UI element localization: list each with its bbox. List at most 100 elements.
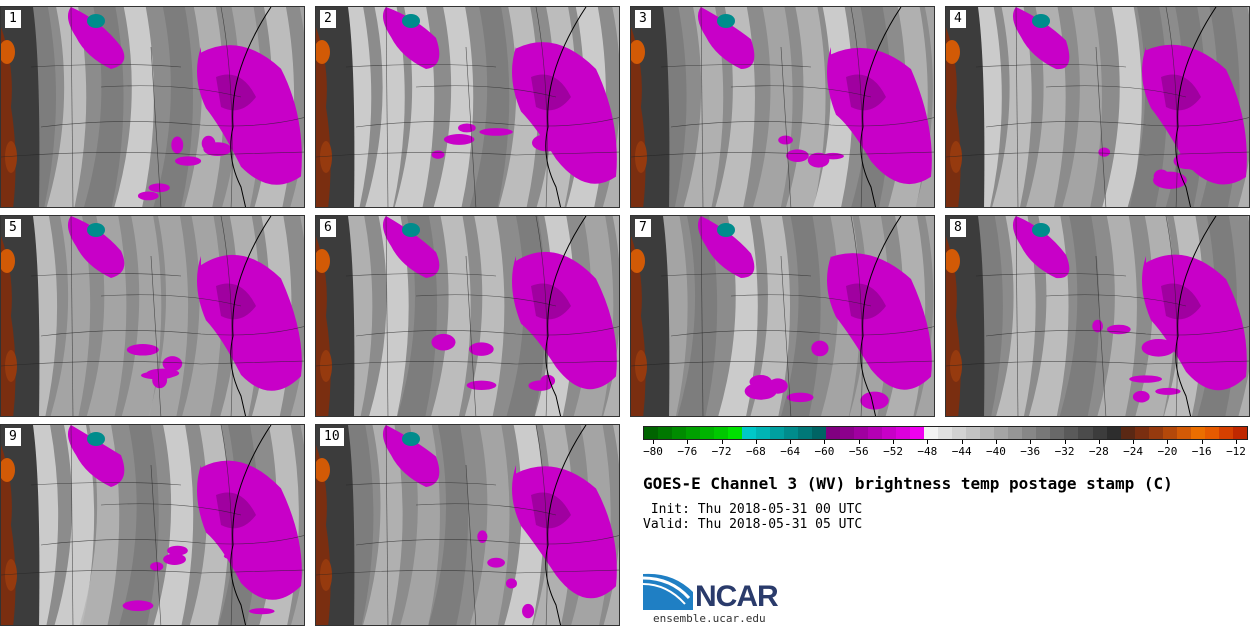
- member-number-label: 1: [5, 10, 21, 28]
- postage-stamp-panel-2: 2: [315, 6, 620, 208]
- colorbar-tick: [790, 440, 792, 444]
- colorbar-segment: [1232, 427, 1247, 439]
- colorbar-segment: [770, 427, 785, 439]
- colorbar-segment: [672, 427, 687, 439]
- water-vapor-map-image: [1, 425, 304, 625]
- water-vapor-map-image: [631, 216, 934, 416]
- colorbar-segment: [1134, 427, 1149, 439]
- postage-stamp-panel-6: 6: [315, 215, 620, 417]
- colorbar-tick: [824, 440, 826, 444]
- colorbar-segment: [924, 427, 939, 439]
- init-time-label: Init: Thu 2018-05-31 00 UTC: [643, 502, 863, 517]
- colorbar-segment: [728, 427, 743, 439]
- colorbar-segment: [882, 427, 897, 439]
- colorbar-segment: [868, 427, 883, 439]
- colorbar-segment: [826, 427, 841, 439]
- member-number-label: 7: [635, 219, 651, 237]
- colorbar-segment: [812, 427, 827, 439]
- colorbar-segment: [1008, 427, 1023, 439]
- colorbar-segment: [854, 427, 869, 439]
- colorbar-segment: [784, 427, 799, 439]
- colorbar-tick-label: −48: [917, 445, 938, 458]
- colorbar-segment: [700, 427, 715, 439]
- colorbar-tick-label: −36: [1020, 445, 1041, 458]
- colorbar-segment: [1176, 427, 1191, 439]
- colorbar-tick-label: −68: [745, 445, 766, 458]
- water-vapor-map-image: [316, 216, 619, 416]
- colorbar-tick: [721, 440, 723, 444]
- postage-stamp-panel-3: 3: [630, 6, 935, 208]
- colorbar-segment: [1190, 427, 1205, 439]
- colorbar-segment: [952, 427, 967, 439]
- member-number-label: 6: [320, 219, 336, 237]
- colorbar-tick: [1133, 440, 1135, 444]
- colorbar-segment: [1036, 427, 1051, 439]
- colorbar-segment: [910, 427, 925, 439]
- colorbar-tick: [653, 440, 654, 444]
- colorbar-segment: [840, 427, 855, 439]
- postage-stamp-panel-10: 10: [315, 424, 620, 626]
- member-number-label: 2: [320, 10, 336, 28]
- colorbar-tick: [995, 440, 997, 444]
- postage-stamp-panel-1: 1: [0, 6, 305, 208]
- member-number-label: 10: [320, 428, 344, 446]
- colorbar-tick-label: −28: [1088, 445, 1109, 458]
- colorbar-segment: [896, 427, 911, 439]
- colorbar-tick-label: −76: [677, 445, 698, 458]
- colorbar-segment: [686, 427, 701, 439]
- colorbar-tick: [1030, 440, 1032, 444]
- colorbar-tick: [893, 440, 895, 444]
- colorbar-segment: [714, 427, 729, 439]
- colorbar-tick: [1201, 440, 1203, 444]
- colorbar-tick-label: −20: [1157, 445, 1178, 458]
- colorbar-tick-label: −80: [643, 445, 663, 458]
- postage-stamp-panel-5: 5: [0, 215, 305, 417]
- water-vapor-map-image: [631, 7, 934, 207]
- postage-stamp-panel-8: 8: [945, 215, 1250, 417]
- colorbar-segment: [938, 427, 953, 439]
- water-vapor-map-image: [1, 7, 304, 207]
- figure-title: GOES-E Channel 3 (WV) brightness temp po…: [643, 474, 1173, 493]
- colorbar-segment: [1092, 427, 1107, 439]
- colorbar-tick-label: −56: [848, 445, 869, 458]
- colorbar-tick: [1098, 440, 1100, 444]
- colorbar-tick: [927, 440, 929, 444]
- colorbar-segment: [1218, 427, 1233, 439]
- colorbar-segment: [1148, 427, 1163, 439]
- colorbar-tick: [1236, 440, 1237, 444]
- colorbar-segment: [1064, 427, 1079, 439]
- colorbar-tick: [755, 440, 757, 444]
- postage-stamp-panel-7: 7: [630, 215, 935, 417]
- colorbar-tick-label: −16: [1191, 445, 1212, 458]
- ncar-logo-text: NCAR: [695, 580, 779, 613]
- member-number-label: 9: [5, 428, 21, 446]
- colorbar-segment: [1078, 427, 1093, 439]
- member-number-label: 3: [635, 10, 651, 28]
- colorbar-tick: [961, 440, 963, 444]
- member-number-label: 4: [950, 10, 966, 28]
- colorbar-segment: [1022, 427, 1037, 439]
- colorbar-segment: [756, 427, 771, 439]
- colorbar-segment: [1162, 427, 1177, 439]
- colorbar-tick-label: −52: [883, 445, 903, 458]
- colorbar-segment: [1050, 427, 1065, 439]
- colorbar-tick-label: −72: [711, 445, 732, 458]
- colorbar-tick-label: −12: [1226, 445, 1246, 458]
- colorbar-ticks: −80 −76 −72 −68 −64 −60 −56 −52 −48 −44 −40 −36 −32−…: [643, 440, 1248, 460]
- colorbar-segment: [966, 427, 981, 439]
- colorbar-segment: [994, 427, 1009, 439]
- colorbar-tick-label: −32: [1054, 445, 1075, 458]
- valid-time-label: Valid: Thu 2018-05-31 05 UTC: [643, 517, 863, 532]
- colorbar-tick: [1064, 440, 1066, 444]
- colorbar-tick: [1167, 440, 1169, 444]
- member-number-label: 8: [950, 219, 966, 237]
- colorbar-tick-label: −44: [951, 445, 972, 458]
- website-link: ensemble.ucar.edu: [653, 612, 766, 625]
- water-vapor-map-image: [946, 216, 1249, 416]
- temperature-colorbar: [643, 426, 1248, 440]
- postage-stamp-panel-9: 9: [0, 424, 305, 626]
- colorbar-segment: [980, 427, 995, 439]
- colorbar-tick: [858, 440, 860, 444]
- colorbar-segment: [798, 427, 813, 439]
- water-vapor-map-image: [1, 216, 304, 416]
